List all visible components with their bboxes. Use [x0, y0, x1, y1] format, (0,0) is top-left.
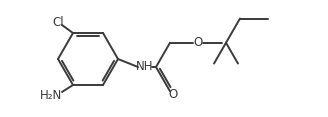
- Text: O: O: [168, 88, 178, 101]
- Text: H₂N: H₂N: [40, 90, 62, 102]
- Text: Cl: Cl: [52, 16, 64, 29]
- Text: NH: NH: [136, 60, 154, 73]
- Text: O: O: [194, 36, 203, 49]
